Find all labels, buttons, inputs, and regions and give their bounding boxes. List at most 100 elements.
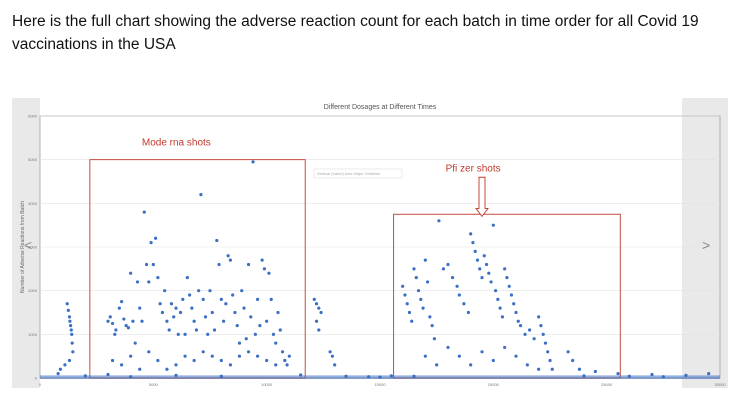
data-point bbox=[69, 324, 73, 328]
data-point bbox=[108, 315, 112, 319]
data-point bbox=[333, 363, 337, 367]
gridline-tooltip: Vertical (Value) Axis Major Gridlines bbox=[317, 171, 380, 176]
x-tick-label: 15000 bbox=[374, 382, 386, 387]
data-point bbox=[491, 358, 495, 363]
data-point bbox=[550, 367, 554, 371]
data-point bbox=[129, 271, 133, 275]
scatter-chart: 0 1000 2000 3000 4000 5000 6000 0 5000 10000 15000… bbox=[12, 98, 728, 398]
data-point bbox=[421, 306, 425, 310]
data-point bbox=[219, 374, 223, 378]
tick-labels: 0 1000 2000 3000 4000 5000 6000 0 5000 10000 15000… bbox=[28, 114, 726, 388]
data-point bbox=[219, 358, 223, 363]
y-axis-label: Number of Adverse Reactions from Batch bbox=[20, 201, 26, 293]
data-point bbox=[188, 293, 192, 297]
data-point bbox=[528, 328, 532, 332]
data-point bbox=[194, 328, 198, 332]
data-point bbox=[480, 275, 484, 280]
data-point bbox=[142, 210, 146, 214]
data-point bbox=[242, 306, 246, 310]
data-point bbox=[201, 350, 205, 354]
y-tick-label: 3000 bbox=[28, 245, 38, 250]
data-point bbox=[117, 306, 121, 310]
data-point bbox=[523, 332, 527, 336]
data-point bbox=[156, 275, 160, 280]
data-point bbox=[224, 302, 228, 306]
data-point bbox=[432, 337, 436, 341]
data-point bbox=[126, 326, 130, 330]
data-point bbox=[401, 284, 405, 288]
data-point bbox=[133, 341, 137, 345]
data-point bbox=[548, 358, 552, 363]
data-point bbox=[484, 262, 489, 267]
data-point bbox=[280, 350, 285, 354]
data-point bbox=[144, 262, 149, 267]
data-point bbox=[435, 363, 439, 367]
x-tick-label: 25000 bbox=[601, 382, 613, 387]
data-point bbox=[129, 354, 133, 358]
data-point bbox=[120, 299, 124, 304]
data-point bbox=[181, 297, 185, 301]
data-point bbox=[222, 319, 226, 323]
data-point bbox=[174, 306, 178, 310]
data-point bbox=[503, 267, 507, 271]
data-point bbox=[265, 319, 269, 323]
y-tick-label: 2000 bbox=[28, 288, 38, 293]
data-point bbox=[106, 372, 110, 377]
data-point bbox=[169, 302, 174, 306]
data-point bbox=[160, 310, 164, 315]
data-point bbox=[251, 160, 255, 164]
data-point bbox=[512, 302, 516, 306]
data-point bbox=[446, 262, 450, 267]
data-point bbox=[167, 328, 171, 332]
data-point bbox=[319, 310, 323, 315]
data-point bbox=[262, 267, 266, 271]
data-point bbox=[505, 275, 509, 280]
data-point bbox=[389, 374, 393, 378]
nav-next-arrow[interactable]: > bbox=[702, 237, 710, 253]
data-point bbox=[487, 271, 491, 275]
data-point bbox=[212, 328, 217, 332]
data-point bbox=[176, 332, 180, 336]
data-point bbox=[65, 302, 69, 306]
data-point bbox=[514, 354, 518, 358]
data-point bbox=[450, 275, 455, 280]
y-tick-label: 4000 bbox=[28, 201, 38, 206]
data-point bbox=[430, 324, 434, 328]
data-point bbox=[228, 363, 232, 367]
data-point bbox=[106, 319, 110, 323]
data-point bbox=[210, 354, 214, 358]
data-point bbox=[206, 332, 210, 336]
annotation-label: Pfi zer shots bbox=[446, 163, 501, 174]
nav-prev-arrow[interactable]: < bbox=[24, 237, 32, 253]
data-point bbox=[661, 375, 665, 379]
data-point bbox=[140, 319, 144, 323]
data-point bbox=[441, 267, 446, 271]
data-point bbox=[478, 267, 482, 271]
data-point bbox=[500, 315, 504, 319]
data-point bbox=[237, 341, 242, 345]
gridline-tooltip-box bbox=[313, 168, 403, 179]
y-tick-label: 1000 bbox=[28, 332, 38, 337]
data-point bbox=[312, 297, 316, 301]
data-point bbox=[278, 328, 282, 332]
data-point bbox=[403, 293, 407, 297]
data-point bbox=[237, 354, 242, 358]
data-point bbox=[285, 363, 289, 367]
data-point bbox=[246, 262, 251, 267]
data-point bbox=[330, 354, 334, 358]
data-point bbox=[428, 315, 432, 319]
data-point bbox=[258, 324, 262, 328]
data-point bbox=[192, 319, 196, 323]
data-point bbox=[367, 375, 371, 379]
data-point bbox=[267, 271, 271, 275]
data-point bbox=[287, 354, 291, 358]
data-point bbox=[269, 297, 273, 301]
data-point bbox=[163, 289, 167, 293]
data-point bbox=[539, 324, 543, 328]
data-point bbox=[514, 310, 518, 315]
data-point bbox=[537, 315, 541, 319]
data-point bbox=[129, 375, 133, 379]
y-tick-label: 5000 bbox=[28, 157, 38, 162]
data-point bbox=[469, 363, 473, 367]
chart-title: Different Dosages at Different Times bbox=[324, 104, 437, 111]
